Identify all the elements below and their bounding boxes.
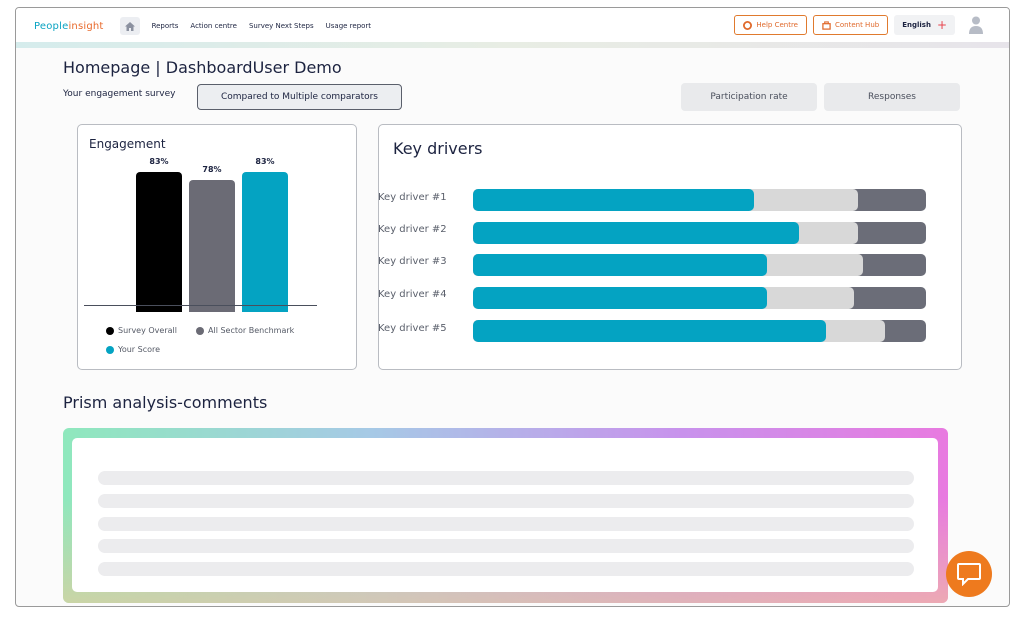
key-driver-label: Key driver #3 <box>378 256 447 267</box>
nav-right-group: Help Centre Content Hub English + <box>734 15 983 35</box>
survey-label: Your engagement survey <box>63 89 176 99</box>
score-fill <box>473 254 768 276</box>
help-centre-button[interactable]: Help Centre <box>734 15 807 35</box>
language-label: English <box>902 21 931 29</box>
bar-all-sector-benchmark <box>189 180 235 312</box>
key-driver-label: Key driver #4 <box>378 289 447 300</box>
score-fill <box>473 222 800 244</box>
loading-skeleton-line <box>98 562 914 576</box>
content-hub-label: Content Hub <box>834 21 880 29</box>
legend-label: Your Score <box>118 345 161 354</box>
key-driver-label: Key driver #1 <box>378 192 447 203</box>
comparators-button[interactable]: Compared to Multiple comparators <box>197 84 402 110</box>
key-driver-bar <box>473 287 926 309</box>
nav-link-reports[interactable]: Reports <box>151 22 179 30</box>
home-button[interactable] <box>119 17 140 35</box>
legend-item: Survey Overall <box>106 326 177 335</box>
content-hub-button[interactable]: Content Hub <box>812 15 889 35</box>
responses-button[interactable]: Responses <box>824 83 960 111</box>
user-avatar-icon[interactable] <box>969 16 983 34</box>
nav-divider <box>16 42 1009 48</box>
score-fill <box>473 189 754 211</box>
lifebuoy-icon <box>743 20 753 30</box>
key-driver-bar <box>473 189 926 211</box>
plus-icon: + <box>936 18 947 32</box>
key-driver-label: Key driver #5 <box>378 323 447 334</box>
score-fill <box>473 287 768 309</box>
engagement-title: Engagement <box>89 137 166 151</box>
chat-icon <box>957 563 981 586</box>
loading-skeleton-line <box>98 517 914 531</box>
legend-item: Your Score <box>106 345 160 354</box>
loading-skeleton-line <box>98 471 914 485</box>
help-centre-label: Help Centre <box>756 21 798 29</box>
nav-link-survey-next-steps[interactable]: Survey Next Steps <box>248 22 314 30</box>
chat-button[interactable] <box>946 551 992 597</box>
nav-link-action-centre[interactable]: Action centre <box>190 22 237 30</box>
key-driver-bar <box>473 254 926 276</box>
prism-section-title: Prism analysis-comments <box>63 393 268 412</box>
bar-value-label: 83% <box>149 157 169 166</box>
home-icon <box>124 21 135 31</box>
key-driver-label: Key driver #2 <box>378 224 447 235</box>
bar-value-label: 83% <box>255 157 275 166</box>
loading-skeleton-line <box>98 539 914 553</box>
hub-icon <box>822 20 831 30</box>
bar-value-label: 78% <box>202 165 222 175</box>
language-selector[interactable]: English + <box>894 15 955 35</box>
legend-swatch <box>106 326 114 335</box>
bar-your-score <box>242 172 288 312</box>
nav-link-usage-report[interactable]: Usage report <box>325 22 372 30</box>
legend-swatch <box>196 326 204 335</box>
participation-rate-button[interactable]: Participation rate <box>681 83 817 111</box>
legend-label: All Sector Benchmark <box>208 326 295 335</box>
loading-skeleton-line <box>98 494 914 508</box>
key-driver-bar <box>473 222 926 244</box>
top-nav: Peopleinsight Reports Action centre Surv… <box>16 8 1009 44</box>
legend-swatch <box>106 345 114 354</box>
bar-survey-overall <box>136 172 182 312</box>
key-driver-bar <box>473 320 926 342</box>
legend-item: All Sector Benchmark <box>196 326 294 335</box>
score-fill <box>473 320 827 342</box>
page-title: Homepage | DashboardUser Demo <box>63 58 342 77</box>
chart-baseline <box>84 305 317 306</box>
legend-label: Survey Overall <box>118 326 177 335</box>
logo[interactable]: Peopleinsight <box>34 20 104 32</box>
key-drivers-title: Key drivers <box>393 139 483 158</box>
